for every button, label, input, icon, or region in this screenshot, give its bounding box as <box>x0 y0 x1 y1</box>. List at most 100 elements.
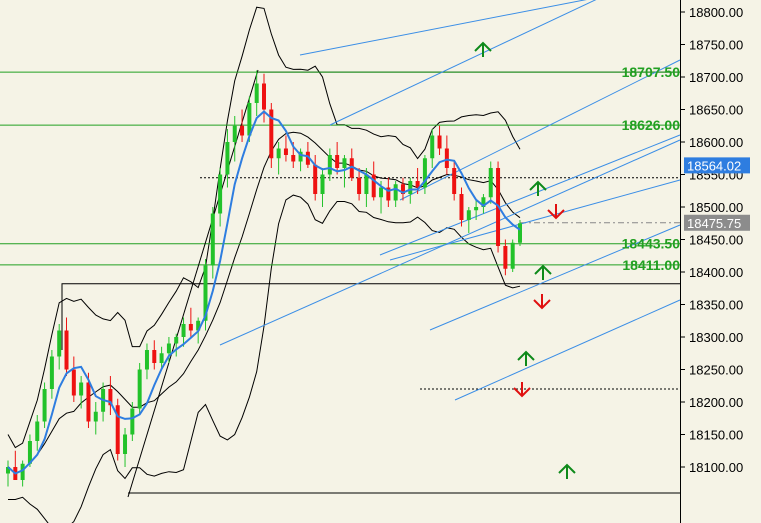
level-labels: 18707.50 18626.00 18443.50 18411.00 <box>622 64 681 273</box>
arrow-head <box>529 180 547 191</box>
candle-body-33 <box>247 103 252 136</box>
candle-body-0 <box>6 467 10 474</box>
arrow-up-1 <box>529 180 547 196</box>
price-tag-label-1: 18475.75 <box>687 216 741 231</box>
level-label-3: 18411.00 <box>622 257 680 273</box>
ma-line <box>7 110 521 475</box>
moving-average <box>7 110 521 475</box>
bollinger-middle <box>7 131 521 475</box>
candle-body-55 <box>408 181 413 194</box>
channel-line-2 <box>399 59 681 201</box>
price-tag-bg-0 <box>684 157 750 174</box>
candle-body-32 <box>240 125 245 136</box>
bollinger-bands <box>7 6 521 523</box>
candle-body-16 <box>123 434 128 454</box>
candle-body-15 <box>115 405 120 454</box>
channel-line-5 <box>454 299 681 401</box>
candle-body-18 <box>137 369 142 409</box>
arrow-head <box>534 264 552 275</box>
candle-body-29 <box>218 174 223 214</box>
candle-body-42 <box>313 164 318 194</box>
candle-body-19 <box>144 350 149 370</box>
candle-body-7 <box>57 330 62 357</box>
candle-body-12 <box>93 411 98 422</box>
candle-body-59 <box>437 135 442 149</box>
tick-label-6: 18400.00 <box>689 265 743 280</box>
channel-line-3 <box>379 134 681 256</box>
arrow-up-0 <box>474 41 492 57</box>
candle-body-3 <box>27 441 32 464</box>
bollinger-lower <box>8 194 521 523</box>
candle-body-62 <box>459 194 464 220</box>
candle-body-61 <box>452 168 457 194</box>
candle-body-57 <box>422 158 427 188</box>
candle-body-34 <box>254 83 259 103</box>
candle-body-47 <box>349 158 354 178</box>
candle-body-23 <box>174 337 179 344</box>
tick-label-3: 18250.00 <box>689 363 743 378</box>
tick-label-13: 18750.00 <box>689 38 743 53</box>
tick-label-0: 18100.00 <box>689 460 743 475</box>
candle-body-37 <box>276 148 281 159</box>
candle-body-24 <box>181 324 186 337</box>
candle-body-54 <box>400 184 405 194</box>
arrow-head <box>547 209 565 220</box>
candle-body-30 <box>225 142 230 175</box>
candle-body-9 <box>71 369 76 396</box>
candle-body-17 <box>130 408 135 435</box>
candle-body-8 <box>64 330 69 370</box>
candle-body-64 <box>474 207 479 211</box>
candle-body-25 <box>188 324 193 331</box>
tick-label-1: 18150.00 <box>689 428 743 443</box>
channel-line-0 <box>299 0 587 56</box>
tick-label-10: 18600.00 <box>689 135 743 150</box>
arrow-head <box>517 350 535 361</box>
plot-area <box>0 0 680 523</box>
arrow-down-2 <box>547 204 565 220</box>
candle-body-21 <box>159 353 164 363</box>
arrow-down-4 <box>533 294 551 310</box>
tick-label-8: 18500.00 <box>689 200 743 215</box>
arrow-up-3 <box>534 264 552 280</box>
tick-label-11: 18650.00 <box>689 103 743 118</box>
candle-body-36 <box>269 109 274 159</box>
candle-body-44 <box>327 155 332 175</box>
signal-arrows <box>474 41 576 479</box>
candle-body-27 <box>203 265 208 321</box>
candle-body-45 <box>335 155 340 168</box>
candle-body-11 <box>86 382 91 422</box>
candle-body-46 <box>342 158 347 168</box>
candle-body-58 <box>430 135 435 159</box>
channel-line-7 <box>389 179 681 261</box>
price-tags: 18564.02 18475.75 <box>684 157 750 231</box>
candle-body-43 <box>320 174 325 194</box>
arrow-head <box>513 387 531 398</box>
level-label-0: 18707.50 <box>622 64 681 80</box>
price-tag-bg-1 <box>684 214 750 231</box>
arrow-head <box>558 463 576 474</box>
bollinger-upper <box>7 6 521 449</box>
candle-body-28 <box>210 213 215 266</box>
candle-body-39 <box>291 155 296 162</box>
candle-body-31 <box>232 125 237 142</box>
tick-label-2: 18200.00 <box>689 395 743 410</box>
tick-label-4: 18300.00 <box>689 330 743 345</box>
candle-body-41 <box>305 151 310 165</box>
candle-body-63 <box>466 210 471 220</box>
level-label-2: 18443.50 <box>622 236 681 252</box>
candle-body-66 <box>488 168 493 198</box>
arrow-head <box>474 41 492 52</box>
candle-body-40 <box>298 151 303 162</box>
tick-label-14: 18800.00 <box>689 5 743 20</box>
candle-body-26 <box>196 320 201 331</box>
arrow-head <box>533 299 551 310</box>
candle-body-65 <box>481 197 486 207</box>
candle-body-35 <box>262 83 266 110</box>
tick-label-7: 18450.00 <box>689 233 743 248</box>
level-label-1: 18626.00 <box>622 117 681 133</box>
candle-body-70 <box>518 223 522 243</box>
tick-label-12: 18700.00 <box>689 70 743 85</box>
candle-body-4 <box>35 421 40 441</box>
candle-body-14 <box>108 389 113 406</box>
